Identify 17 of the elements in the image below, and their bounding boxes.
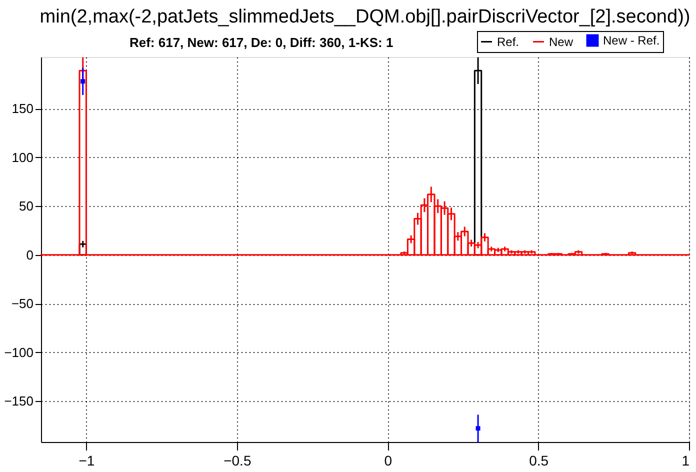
y-tick-label: 100 [12,150,34,165]
legend-label: Ref. [497,34,520,49]
chart-subtitle: Ref: 617, New: 617, De: 0, Diff: 360, 1-KS: 1 [129,35,394,50]
chart-title: min(2,max(-2,patJets_slimmedJets__DQM.obj[].pairDiscriVector_[2].second)) [40,6,690,28]
y-tick-label: 50 [19,198,34,214]
x-tick-label: 0.5 [529,452,549,468]
y-tick-label: −50 [11,296,34,312]
x-tick-label: −0.5 [224,452,252,468]
x-tick-label: 0 [384,452,392,468]
legend-label: New [549,34,574,49]
y-tick-label: −150 [4,394,34,409]
x-tick-label: 1 [682,452,690,468]
x-tick-label: −1 [78,452,95,468]
legend-label: New - Ref. [603,34,660,48]
y-tick-label: −100 [4,344,34,360]
y-tick-label: 0 [26,247,34,262]
y-tick-label: 150 [12,101,34,116]
